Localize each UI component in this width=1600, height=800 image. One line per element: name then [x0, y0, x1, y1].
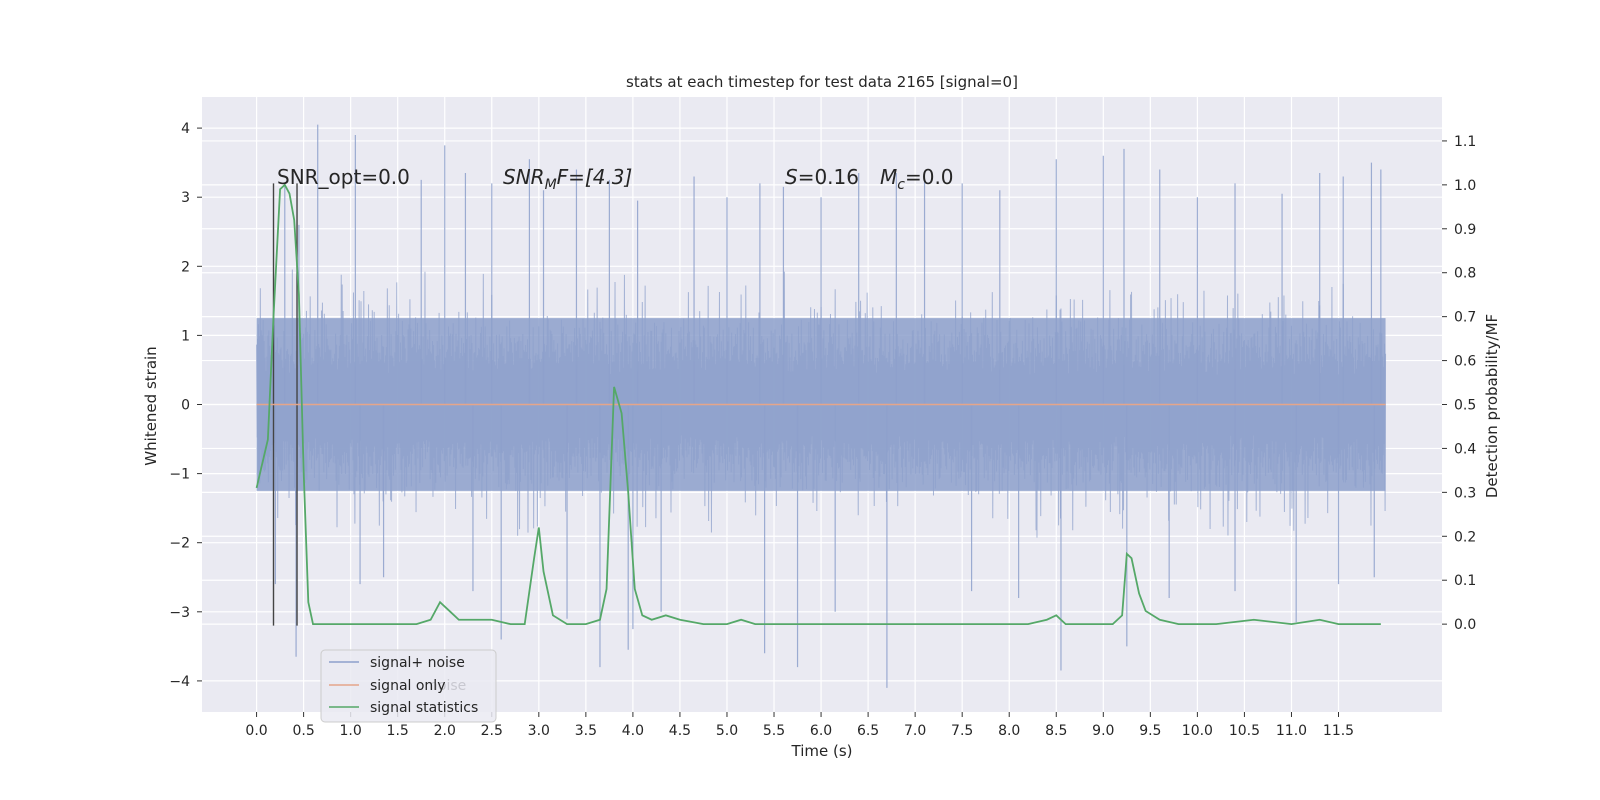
y-tick-label: −2 — [169, 536, 190, 552]
x-tick-label: 11.0 — [1276, 723, 1307, 739]
signal-statistics-series — [255, 183, 1381, 626]
snr-opt-annotation: SNR_opt=0.0 — [277, 165, 410, 189]
x-tick-label: 11.5 — [1323, 723, 1354, 739]
y-tick-label: −3 — [169, 605, 190, 621]
x-tick-label: 5.0 — [716, 723, 738, 739]
ticks: 0.0 0.5 1.0 1.5 2.0 2.5 3.0 3.5 4.0 4.5 5.0 5.5 6.0 6… — [169, 121, 1476, 739]
snr-mf-main: SNR — [503, 165, 545, 189]
y-axis-label: Whitened strain — [142, 346, 160, 465]
x-tick-label: 1.5 — [387, 723, 409, 739]
snr-mf-subscript: M — [545, 177, 557, 193]
y-tick-label: −1 — [169, 467, 190, 483]
x-tick-label: 8.5 — [1045, 723, 1067, 739]
y-tick-label: 0 — [181, 398, 190, 414]
mc-main: M — [880, 165, 897, 189]
y-tick-label: −4 — [169, 674, 190, 690]
x-tick-label: 6.0 — [810, 723, 832, 739]
x-tick-label: 1.0 — [340, 723, 362, 739]
y-axis-right-label: Detection probability/MF — [1483, 314, 1501, 498]
x-tick-label: 3.5 — [575, 723, 597, 739]
x-tick-label: 4.5 — [669, 723, 691, 739]
chart-title: stats at each timestep for test data 216… — [626, 73, 1018, 91]
y-right-tick-label: 0.5 — [1454, 398, 1476, 414]
y-right-tick-label: 0.0 — [1454, 617, 1476, 633]
y-right-tick-label: 0.4 — [1454, 441, 1476, 457]
snr-mf-rest: F=[4.3] — [557, 165, 633, 189]
legend-box — [320, 649, 497, 723]
x-tick-label: 9.0 — [1092, 723, 1114, 739]
y-right-tick-label: 0.3 — [1454, 485, 1476, 501]
x-tick-label: 3.0 — [528, 723, 550, 739]
snr-mf-annotation: SNRMF=[4.3] — [503, 165, 632, 193]
legend-label-signal-statistics: signal statistics — [370, 700, 478, 716]
x-tick-label: 10.0 — [1182, 723, 1213, 739]
x-tick-label: 4.0 — [622, 723, 644, 739]
x-tick-label: 10.5 — [1229, 723, 1260, 739]
y-right-tick-label: 0.7 — [1454, 310, 1476, 326]
s-rest: =0.16 — [798, 165, 859, 189]
y-tick-label: 1 — [181, 328, 190, 344]
y-tick-label: 3 — [181, 190, 190, 206]
x-tick-label: 6.5 — [857, 723, 879, 739]
x-tick-label: 9.5 — [1139, 723, 1161, 739]
legend: noise signal+ noise signal only signal s… — [320, 649, 497, 723]
y-right-tick-label: 0.2 — [1454, 529, 1476, 545]
y-right-tick-label: 0.8 — [1454, 266, 1476, 282]
mc-annotation: Mc=0.0 — [880, 165, 954, 193]
x-tick-label: 2.0 — [434, 723, 456, 739]
s-annotation: S=0.16 — [785, 165, 859, 189]
signal-statistics-line — [255, 183, 1381, 626]
y-right-tick-label: 0.1 — [1454, 573, 1476, 589]
x-tick-label: 7.0 — [904, 723, 926, 739]
y-tick-label: 4 — [181, 121, 190, 137]
x-tick-label: 2.5 — [481, 723, 503, 739]
s-main: S — [785, 165, 798, 189]
y-right-tick-label: 1.0 — [1454, 178, 1476, 194]
mc-rest: =0.0 — [905, 165, 954, 189]
x-tick-label: 0.5 — [292, 723, 314, 739]
legend-label-signal-noise: signal+ noise — [370, 655, 465, 671]
y-right-tick-label: 0.6 — [1454, 354, 1476, 370]
y-right-tick-label: 1.1 — [1454, 134, 1476, 150]
x-tick-label: 5.5 — [763, 723, 785, 739]
x-tick-label: 0.0 — [245, 723, 267, 739]
x-axis-label: Time (s) — [791, 742, 853, 760]
legend-ghost-text: noise — [429, 678, 466, 694]
legend-label-signal-only: signal only — [370, 678, 445, 694]
x-tick-label: 7.5 — [951, 723, 973, 739]
y-tick-label: 2 — [181, 259, 190, 275]
mc-subscript: c — [897, 177, 905, 193]
y-right-tick-label: 0.9 — [1454, 222, 1476, 238]
x-tick-label: 8.0 — [998, 723, 1020, 739]
